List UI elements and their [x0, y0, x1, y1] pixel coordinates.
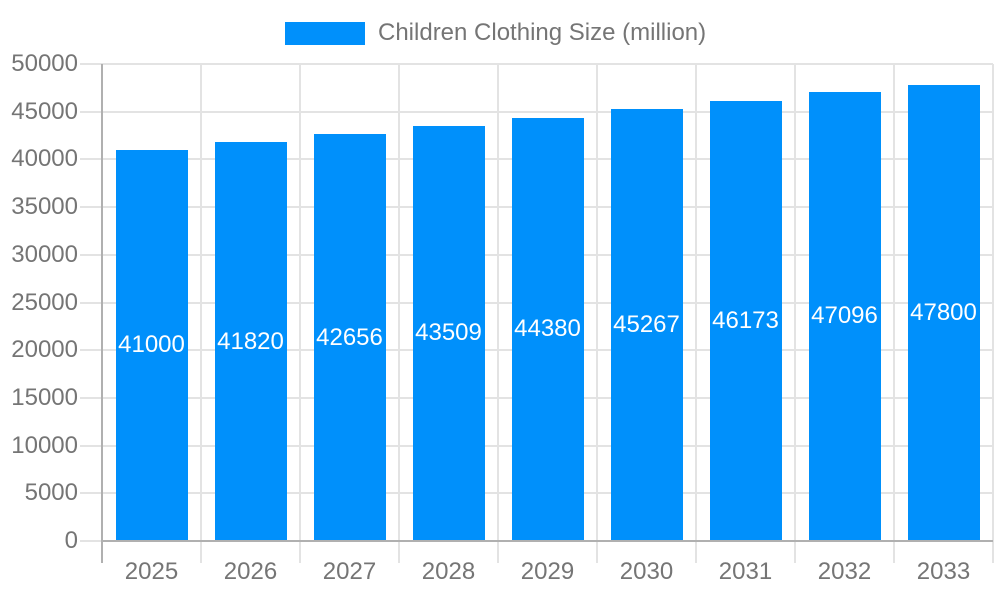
x-grid-line	[299, 64, 301, 563]
legend[interactable]: Children Clothing Size (million)	[285, 19, 706, 47]
y-tick-label: 0	[64, 527, 78, 554]
x-tick-label: 2031	[718, 558, 773, 585]
y-tick-label: 45000	[11, 97, 78, 125]
x-grid-line	[992, 64, 994, 563]
x-tick-label: 2026	[223, 558, 278, 585]
bar[interactable]	[808, 91, 881, 541]
x-tick-label: 2028	[421, 558, 476, 585]
x-tick-label: 2029	[520, 558, 575, 585]
x-grid-line	[200, 64, 202, 563]
bar[interactable]	[412, 125, 485, 541]
y-tick-label: 10000	[11, 431, 78, 459]
y-tick-label: 20000	[11, 336, 78, 364]
legend-swatch	[285, 21, 365, 45]
y-grid-line	[80, 63, 993, 65]
y-tick-label: 15000	[11, 383, 78, 411]
x-grid-line	[398, 64, 400, 563]
bar[interactable]	[610, 109, 683, 541]
bar[interactable]	[313, 134, 386, 541]
legend-label: Children Clothing Size (million)	[378, 19, 707, 46]
x-tick-label: 2027	[322, 558, 377, 585]
y-tick-label: 25000	[11, 288, 78, 316]
x-axis-line	[102, 540, 993, 542]
x-grid-line	[695, 64, 697, 563]
y-tick-label: 5000	[24, 479, 78, 507]
y-tick-label: 50000	[11, 50, 78, 77]
y-grid-line	[80, 110, 993, 113]
x-grid-line	[794, 64, 796, 563]
bar[interactable]	[709, 100, 782, 541]
y-tick-label: 35000	[11, 193, 78, 221]
x-tick-label: 2033	[916, 558, 971, 585]
y-axis-line	[101, 64, 103, 563]
x-grid-line	[893, 64, 895, 563]
x-tick-label: 2030	[619, 558, 674, 585]
bar[interactable]	[907, 84, 980, 541]
bar[interactable]	[511, 117, 584, 541]
x-tick-label: 2025	[124, 558, 179, 585]
y-tick-label: 30000	[11, 240, 78, 268]
x-tick-label: 2032	[817, 558, 872, 585]
y-tick-label: 40000	[11, 145, 78, 173]
x-grid-line	[497, 64, 499, 563]
bar[interactable]	[214, 142, 287, 541]
x-grid-line	[596, 64, 598, 563]
bar[interactable]	[115, 149, 188, 541]
